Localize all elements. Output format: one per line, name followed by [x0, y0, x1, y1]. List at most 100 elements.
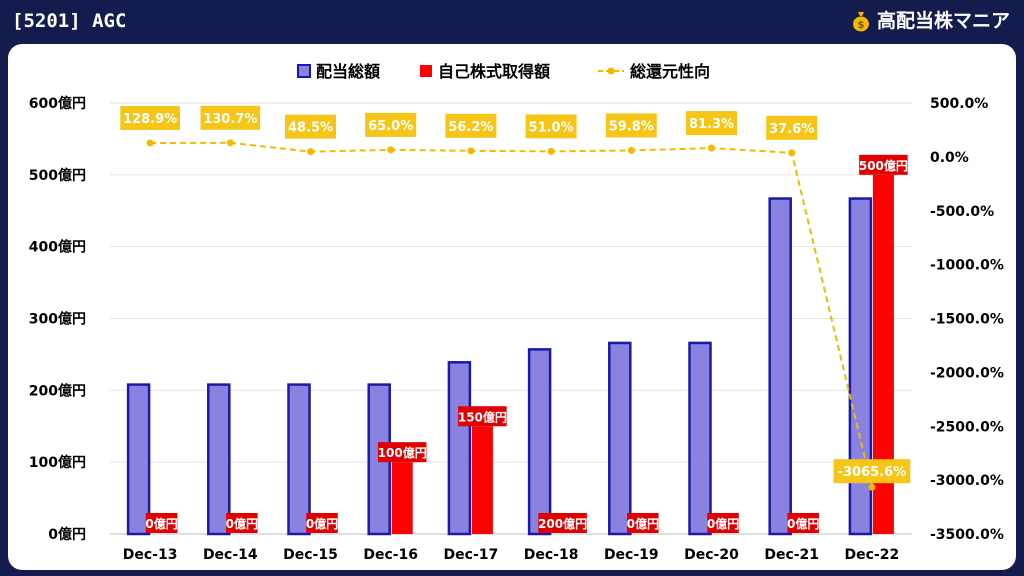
buyback-label-text: 150億円: [458, 409, 507, 424]
buyback-label-box: [306, 513, 338, 533]
ratio-label-text: 128.9%: [123, 112, 177, 127]
ratio-label-box: [525, 114, 577, 139]
ratio-point: [547, 147, 555, 155]
buyback-label-text: 500億円: [859, 158, 908, 173]
buyback-label: 0億円: [306, 513, 338, 533]
ratio-point: [387, 146, 395, 154]
ratio-label-text: 65.0%: [368, 119, 413, 134]
buyback-label-box: [458, 406, 507, 427]
buyback-label-text: 200億円: [538, 516, 587, 531]
combo-chart: 0億円 100億円 200億円 300億円 400億円 500億円 600億円 500.0% 0…: [29, 62, 1004, 563]
ratio-point: [708, 144, 715, 152]
y-left-tick-label: 100億円: [29, 454, 86, 471]
y-left-tick-label: 400億円: [29, 239, 86, 256]
dividend-bar: [447, 361, 472, 536]
ratio-label: 128.9%: [120, 105, 180, 130]
buyback-label-box: [859, 154, 908, 175]
x-tick-label: Dec-17: [444, 547, 499, 563]
y-right-tick-label: 500.0%: [930, 96, 988, 112]
buyback-bar: [872, 174, 894, 535]
legend-label: 総還元性向: [630, 62, 710, 81]
ratio-label-box: [766, 115, 818, 140]
buyback-label: 0億円: [707, 513, 739, 533]
dividend-bar: [527, 348, 552, 536]
ratio-line: [150, 141, 873, 488]
legend-swatch-ratio-dot: [607, 67, 615, 75]
dividend-bar: [688, 341, 712, 536]
x-tick-label: Dec-21: [764, 547, 819, 563]
buyback-label: 0億円: [145, 513, 178, 533]
buyback-label-box: [145, 513, 178, 533]
buyback-label-box: [226, 513, 258, 533]
buyback-label-text: 100億円: [378, 445, 427, 460]
dividend-bar: [848, 197, 873, 536]
ratio-label-text: 81.3%: [689, 117, 734, 132]
ratio-label-text: 59.8%: [609, 119, 654, 134]
buyback-bar: [471, 426, 493, 534]
buyback-label-box: [787, 513, 819, 533]
ratio-label: 37.6%: [766, 115, 818, 140]
svg-text:$: $: [858, 20, 865, 31]
buyback-label: 100億円: [377, 442, 427, 463]
buyback-bar: [391, 462, 413, 534]
x-tick-label: Dec-19: [604, 547, 659, 563]
ratio-label: 59.8%: [605, 113, 657, 138]
y-left-tick-label: 200億円: [29, 382, 86, 399]
ratio-label-box: [686, 111, 737, 136]
buyback-label-box: [538, 513, 587, 533]
buyback-label-box: [377, 442, 427, 463]
ratio-label-box: [285, 114, 336, 139]
brand: $ 高配当株マニア: [851, 6, 1010, 36]
ratio-label-box: [833, 459, 911, 484]
y-right-tick-label: -1000.0%: [930, 258, 1004, 274]
buyback-label-text: 0億円: [306, 516, 338, 531]
ratio-label-box: [200, 105, 261, 130]
dividend-bar: [207, 383, 231, 536]
x-tick-label: Dec-18: [524, 547, 579, 563]
y-right-tick-label: -2500.0%: [930, 419, 1004, 435]
dividend-bar: [287, 383, 311, 536]
legend-label: 配当総額: [316, 62, 380, 81]
ratio-label-text: 37.6%: [769, 122, 814, 137]
ratio-label-text: 51.0%: [529, 120, 574, 135]
dividend-bar: [608, 341, 632, 536]
y-right-tick-label: -3000.0%: [930, 473, 1004, 489]
page-title: [5201] AGC: [12, 10, 127, 32]
y-left-tick-label: 300億円: [29, 311, 86, 328]
buyback-label: 200億円: [538, 513, 587, 533]
x-tick-label: Dec-20: [684, 547, 739, 563]
y-right-tick-label: -1500.0%: [930, 312, 1004, 328]
ratio-label: 48.5%: [285, 114, 336, 139]
ratio-label: 51.0%: [525, 114, 577, 139]
ratio-label: 130.7%: [200, 105, 261, 130]
legend-swatch-buyback: [420, 65, 432, 77]
legend-swatch-dividend: [297, 64, 311, 78]
y-right-tick-label: -500.0%: [930, 204, 994, 220]
chart-panel: 0億円 100億円 200億円 300億円 400億円 500億円 600億円 500.0% 0…: [8, 44, 1016, 570]
x-tick-label: Dec-13: [123, 547, 178, 563]
buyback-label-text: 0億円: [627, 516, 659, 531]
y-left-tick-label: 500億円: [29, 167, 86, 184]
y-left-tick-label: 0億円: [48, 526, 86, 543]
buyback-label-text: 0億円: [226, 516, 258, 531]
ratio-label-box: [445, 113, 497, 138]
dividend-bar: [126, 383, 151, 536]
x-tick-label: Dec-14: [203, 547, 258, 563]
x-tick-label: Dec-22: [845, 547, 900, 563]
y-right-tick-label: -2000.0%: [930, 365, 1004, 381]
buyback-label-text: 0億円: [145, 516, 177, 531]
ratio-label-text: -3065.6%: [838, 465, 907, 480]
ratio-label: 56.2%: [445, 113, 497, 138]
ratio-label-text: 130.7%: [203, 112, 257, 127]
ratio-label-text: 56.2%: [448, 120, 493, 135]
ratio-point: [226, 139, 234, 147]
buyback-label: 0億円: [627, 513, 659, 533]
x-tick-label: Dec-16: [363, 547, 418, 563]
ratio-point: [146, 139, 154, 147]
ratio-point: [307, 148, 314, 156]
ratio-label: -3065.6%: [833, 459, 911, 484]
ratio-point: [467, 147, 475, 155]
ratio-label-box: [605, 113, 657, 138]
dividend-bar: [768, 197, 792, 536]
